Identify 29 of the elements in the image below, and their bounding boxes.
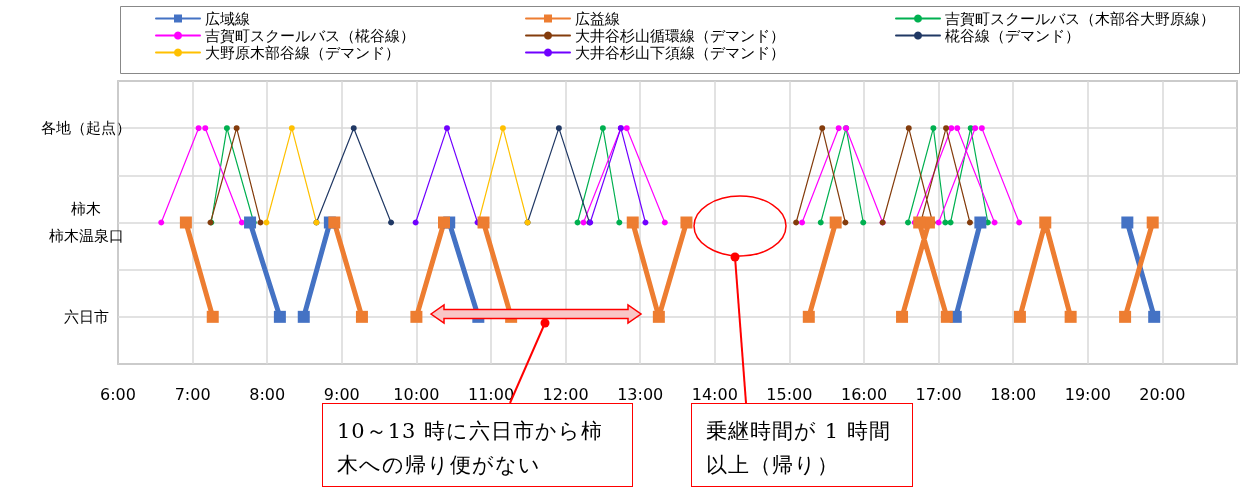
x-tick-label: 17:00 xyxy=(915,384,962,404)
x-tick-label: 16:00 xyxy=(840,384,888,404)
legend-label: 広域線 xyxy=(205,9,250,28)
x-tick-label: 20:00 xyxy=(1139,384,1186,404)
legend-label: 大井谷杉山循環線（デマンド） xyxy=(575,26,785,45)
text: 10～13 時に六日市から柿木への帰り便がない xyxy=(322,403,633,487)
legend-label: 吉賀町スクールバス（椛谷線） xyxy=(205,26,415,45)
category-label: 柿木温泉口 xyxy=(48,227,124,245)
x-tick-label: 9:00 xyxy=(323,384,360,404)
legend-label: 大野原木部谷線（デマンド） xyxy=(205,43,400,62)
x-tick-label: 14:00 xyxy=(691,384,738,404)
x-tick-label: 18:00 xyxy=(990,384,1037,404)
x-tick-label: 10:00 xyxy=(393,384,440,404)
x-tick-label: 12:00 xyxy=(542,384,589,404)
x-tick-label: 19:00 xyxy=(1064,384,1111,404)
category-label: 各地（起点） xyxy=(41,119,131,138)
category-label: 六日市 xyxy=(63,307,109,326)
legend-label: 広益線 xyxy=(575,9,620,28)
x-tick-label: 11:00 xyxy=(467,384,515,404)
x-tick-label: 13:00 xyxy=(617,384,664,404)
x-tick-label: 8:00 xyxy=(249,384,286,404)
x-tick-label: 6:00 xyxy=(100,384,136,404)
legend-label: 椛谷線（デマンド） xyxy=(945,26,1080,45)
legend-label: 大井谷杉山下須線（デマンド） xyxy=(575,43,785,62)
x-tick-label: 15:00 xyxy=(766,384,813,404)
category-label: 柿木 xyxy=(71,200,101,218)
x-tick-label: 7:00 xyxy=(174,384,211,404)
text: 乗継時間が 1 時間以上（帰り） xyxy=(691,403,913,487)
legend-label: 吉賀町スクールバス（木部谷大野原線） xyxy=(945,9,1215,28)
